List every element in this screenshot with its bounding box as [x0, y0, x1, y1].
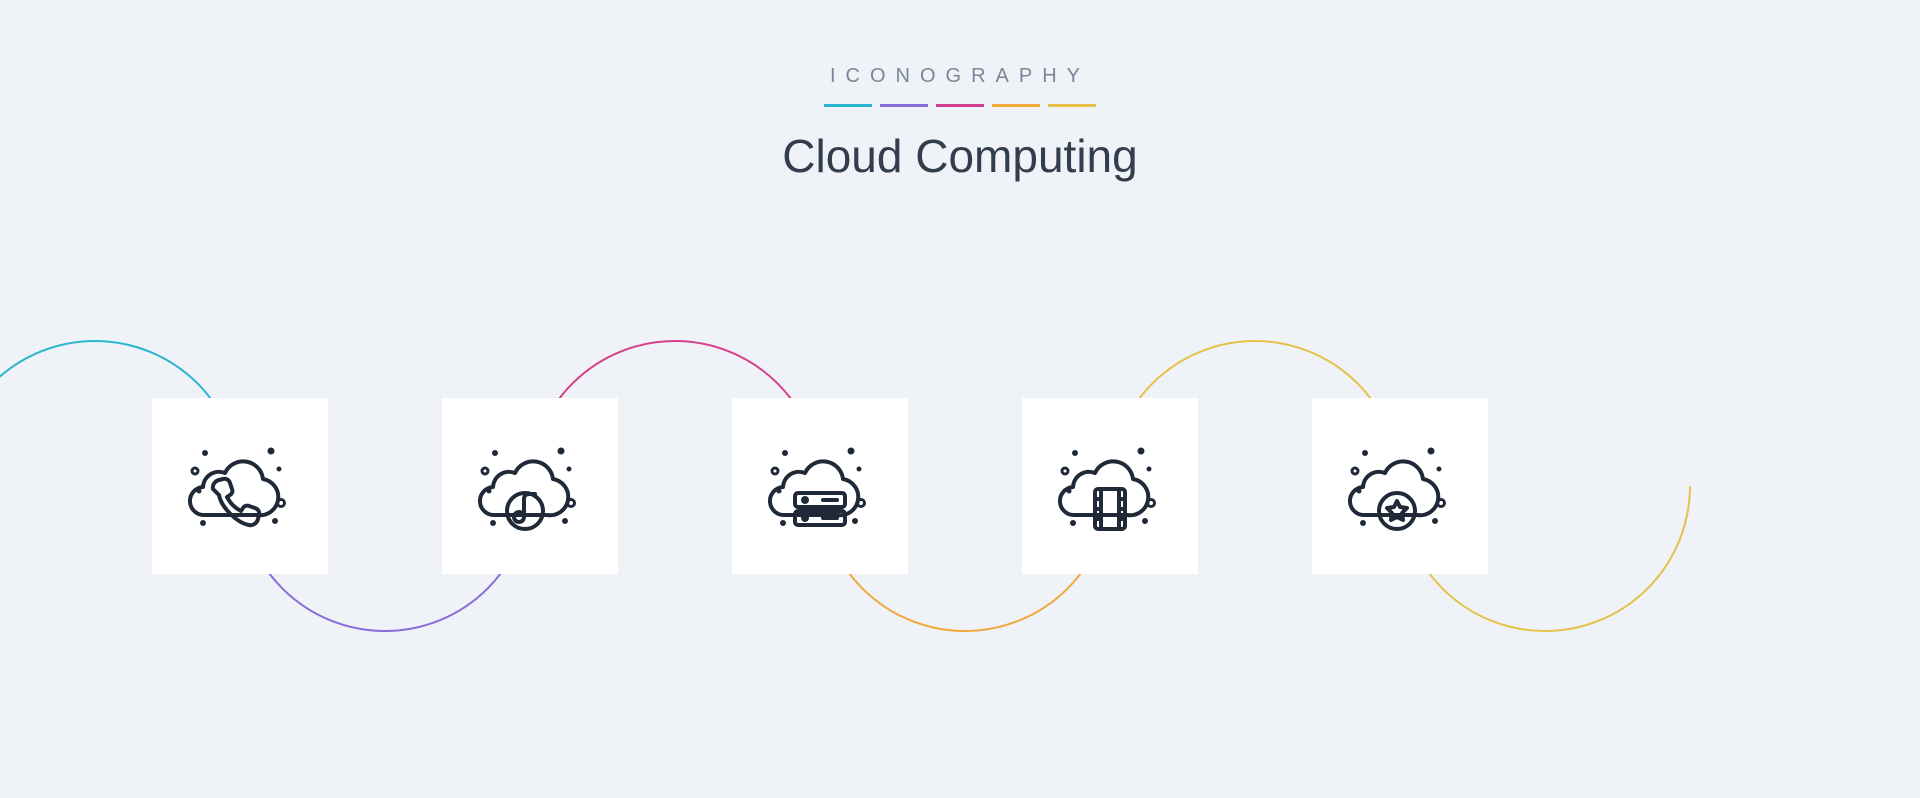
cloud-phone-icon — [185, 431, 295, 541]
cloud-star-icon — [1345, 431, 1455, 541]
icon-card — [1312, 398, 1488, 574]
icon-card — [152, 398, 328, 574]
icon-card — [442, 398, 618, 574]
icon-card — [732, 398, 908, 574]
cloud-server-icon — [765, 431, 875, 541]
icon-card — [1022, 398, 1198, 574]
cloud-video-icon — [1055, 431, 1165, 541]
cloud-music-icon — [475, 431, 585, 541]
